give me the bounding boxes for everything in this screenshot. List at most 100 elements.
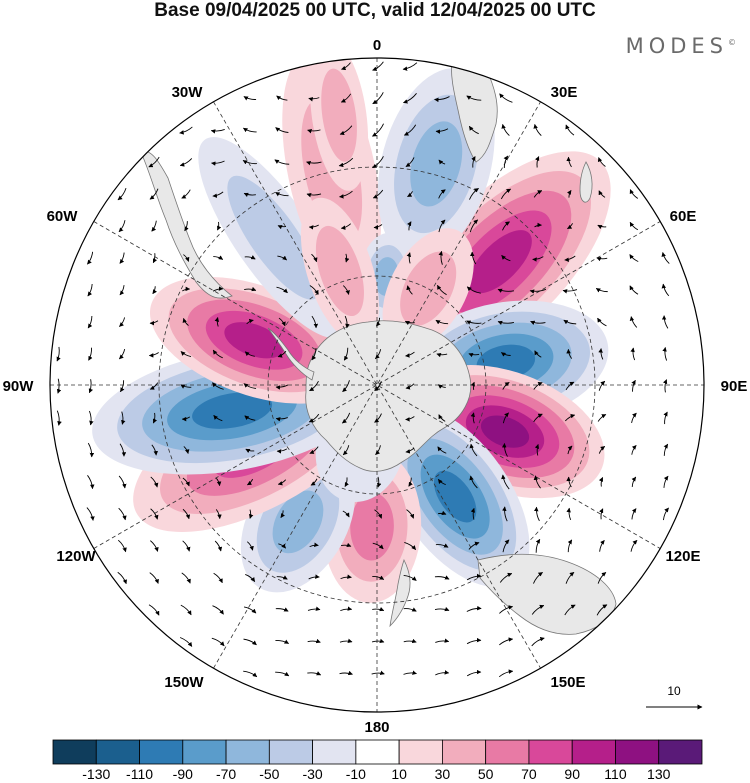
wind-vector [405, 416, 415, 422]
wind-vector [662, 379, 668, 393]
lon-label-150e: 150E [550, 674, 585, 691]
meridian-line [213, 101, 541, 669]
wind-vector [243, 606, 257, 614]
wind-vector [599, 508, 604, 520]
colorbar-swatch [441, 739, 487, 765]
colorbar-tick-label: -90 [173, 766, 193, 782]
wind-vector [89, 410, 94, 426]
colorbar: -130 -110 -90 -70 -50 -30 -10 10 30 50 70 90 110 130 [52, 739, 703, 782]
wind-vector [340, 223, 352, 230]
wind-vector [466, 669, 482, 677]
colorbar-tick-label: -130 [82, 766, 110, 782]
wind-vector [183, 446, 190, 454]
wind-vector [661, 315, 669, 329]
wind-vector [375, 349, 382, 360]
wind-vector [535, 538, 541, 553]
wind-vector [343, 347, 349, 361]
wind-vector [117, 188, 127, 201]
logo-text: MODES [625, 34, 728, 58]
wind-vector [470, 381, 475, 390]
anomaly-field [92, 58, 611, 603]
wind-vector [562, 289, 578, 294]
wind-vector [117, 539, 127, 553]
wind-vector [499, 572, 513, 583]
wind-vector [151, 444, 158, 456]
wind-vector [212, 605, 224, 615]
wind-vector [87, 251, 94, 265]
wind-vector [243, 670, 258, 678]
wind-vector [149, 188, 159, 200]
wind-vector [405, 351, 415, 358]
wind-vector [438, 159, 446, 165]
wind-vector [121, 411, 126, 425]
wind-vector [148, 352, 159, 358]
positive-anomaly-contour [400, 251, 457, 326]
wind-vector [567, 539, 573, 553]
wind-vector [376, 317, 381, 327]
wind-vector [309, 381, 319, 392]
positive-anomaly-contour [321, 68, 357, 162]
wind-vector [631, 412, 637, 423]
wind-vector [118, 475, 127, 489]
wind-vector [437, 384, 446, 389]
colorbar-tick-label: -70 [216, 766, 236, 782]
wind-vector [309, 285, 319, 295]
wind-vector [119, 285, 125, 296]
wind-vector [471, 156, 476, 168]
lon-label-90w: 90W [3, 378, 35, 395]
wind-vector [565, 571, 575, 584]
wind-vector [374, 509, 383, 519]
meridian-line [93, 221, 661, 549]
lon-label-30w: 30W [172, 84, 204, 101]
colorbar-swatch [52, 739, 97, 765]
wind-vector [118, 220, 126, 233]
wind-vector [564, 604, 576, 616]
wind-vector [211, 637, 225, 647]
wind-vector [372, 575, 385, 580]
wind-vector [534, 222, 542, 228]
wind-vector [216, 478, 222, 487]
wind-vector [371, 638, 385, 644]
wind-vector [213, 572, 223, 584]
wind-vector [308, 97, 320, 102]
antarctic-peninsula [267, 327, 315, 381]
wind-vector [631, 445, 637, 455]
wind-vector [499, 605, 514, 614]
wind-vector [533, 506, 540, 522]
colorbar-tick-label: 50 [478, 766, 494, 782]
positive-anomaly-contour [350, 492, 394, 561]
wind-vector [629, 254, 639, 262]
wind-vector [596, 256, 608, 262]
wind-vector [533, 190, 543, 198]
wind-vector [245, 448, 255, 454]
wind-vector [244, 255, 256, 260]
wind-vector [372, 156, 384, 169]
wind-vector [531, 604, 545, 615]
wind-vector [339, 670, 353, 676]
wind-vector [534, 444, 540, 456]
wind-vector [595, 288, 608, 293]
lon-label-120e: 120E [665, 548, 700, 565]
wind-vector [563, 319, 577, 325]
wind-vector [311, 348, 317, 361]
wind-vector [243, 192, 256, 197]
wind-vector [182, 477, 190, 487]
wind-vector [308, 574, 320, 580]
wind-vector [181, 572, 191, 584]
wind-vector [180, 351, 192, 357]
wind-vector [403, 124, 417, 136]
lon-label-0: 0 [373, 37, 381, 54]
wind-vector [148, 156, 160, 168]
wind-vector [403, 670, 417, 675]
wind-vector [533, 572, 543, 584]
wind-vector [597, 572, 607, 584]
wind-vector [661, 283, 670, 297]
wind-vector [503, 155, 509, 169]
wind-vector [344, 315, 350, 329]
wind-vector [306, 161, 322, 166]
wind-vector [598, 380, 606, 391]
wind-vector [567, 445, 573, 455]
wind-vector [341, 412, 351, 424]
wind-vector [249, 509, 254, 519]
wind-vector [152, 253, 158, 264]
